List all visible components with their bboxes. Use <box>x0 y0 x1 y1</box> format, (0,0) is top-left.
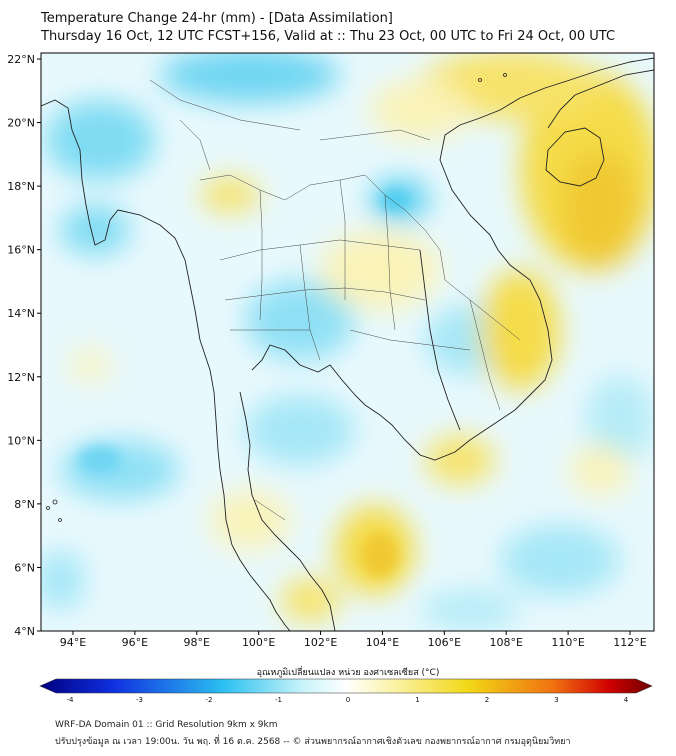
footer-domain-info: WRF-DA Domain 01 :: Grid Resolution 9km … <box>55 720 278 730</box>
colorbar-tick-label: -3 <box>136 696 143 704</box>
colorbar-ticks: -4 -3 -2 -1 0 1 2 3 4 <box>67 696 629 704</box>
colorbar-tick-label: -2 <box>206 696 213 704</box>
lon-tick-label: 108°E <box>489 636 522 649</box>
lat-tick-label: 18°N <box>7 180 35 193</box>
lat-tick-label: 14°N <box>7 307 35 320</box>
lat-tick-label: 12°N <box>7 371 35 384</box>
lat-tick-label: 8°N <box>14 498 35 511</box>
map-title: Temperature Change 24-hr (mm) - [Data As… <box>41 11 393 26</box>
map-subtitle: Thursday 16 Oct, 12 UTC FCST+156, Valid … <box>41 29 616 44</box>
lon-tick-label: 106°E <box>428 636 461 649</box>
admin-borders <box>149 79 521 521</box>
colorbar-tick-label: 1 <box>415 696 419 704</box>
lat-tick-label: 16°N <box>7 244 35 257</box>
lon-tick-label: 104°E <box>366 636 399 649</box>
lon-tick-label: 96°E <box>122 636 148 649</box>
colorbar-title: อุณหภูมิเปลี่ยนแปลง หน่วย องศาเซลเซียส (… <box>257 665 440 678</box>
lon-tick-label: 112°E <box>613 636 646 649</box>
lat-tick-label: 6°N <box>14 561 35 574</box>
map-frame <box>40 52 655 632</box>
longitude-ticks: 94°E 96°E 98°E 100°E 102°E 104°E 106°E 108°E 110… <box>60 631 647 649</box>
lat-tick-label: 22°N <box>7 53 35 66</box>
latitude-ticks: 22°N 20°N 18°N 16°N 14°N 12°N 10°N 8°N 6°N 4°N <box>7 53 41 638</box>
colorbar-tick-label: -4 <box>67 696 75 704</box>
lat-tick-label: 10°N <box>7 434 35 447</box>
footer-update-info: ปรับปรุงข้อมูล ณ เวลา 19:00น. วัน พฤ. ที… <box>55 737 571 747</box>
colorbar <box>39 678 653 694</box>
lon-tick-label: 110°E <box>551 636 584 649</box>
lon-tick-label: 100°E <box>242 636 275 649</box>
colorbar-tick-label: -1 <box>275 696 282 704</box>
colorbar-tick-label: 0 <box>346 696 350 704</box>
temperature-change-field <box>41 53 654 631</box>
lon-tick-label: 98°E <box>184 636 210 649</box>
lon-tick-label: 94°E <box>60 636 86 649</box>
colorbar-tick-label: 2 <box>485 696 489 704</box>
coastlines <box>41 57 654 631</box>
colorbar-tick-label: 4 <box>624 696 629 704</box>
lat-tick-label: 20°N <box>7 117 35 130</box>
lat-tick-label: 4°N <box>14 625 35 638</box>
lon-tick-label: 102°E <box>304 636 337 649</box>
colorbar-tick-label: 3 <box>554 696 558 704</box>
